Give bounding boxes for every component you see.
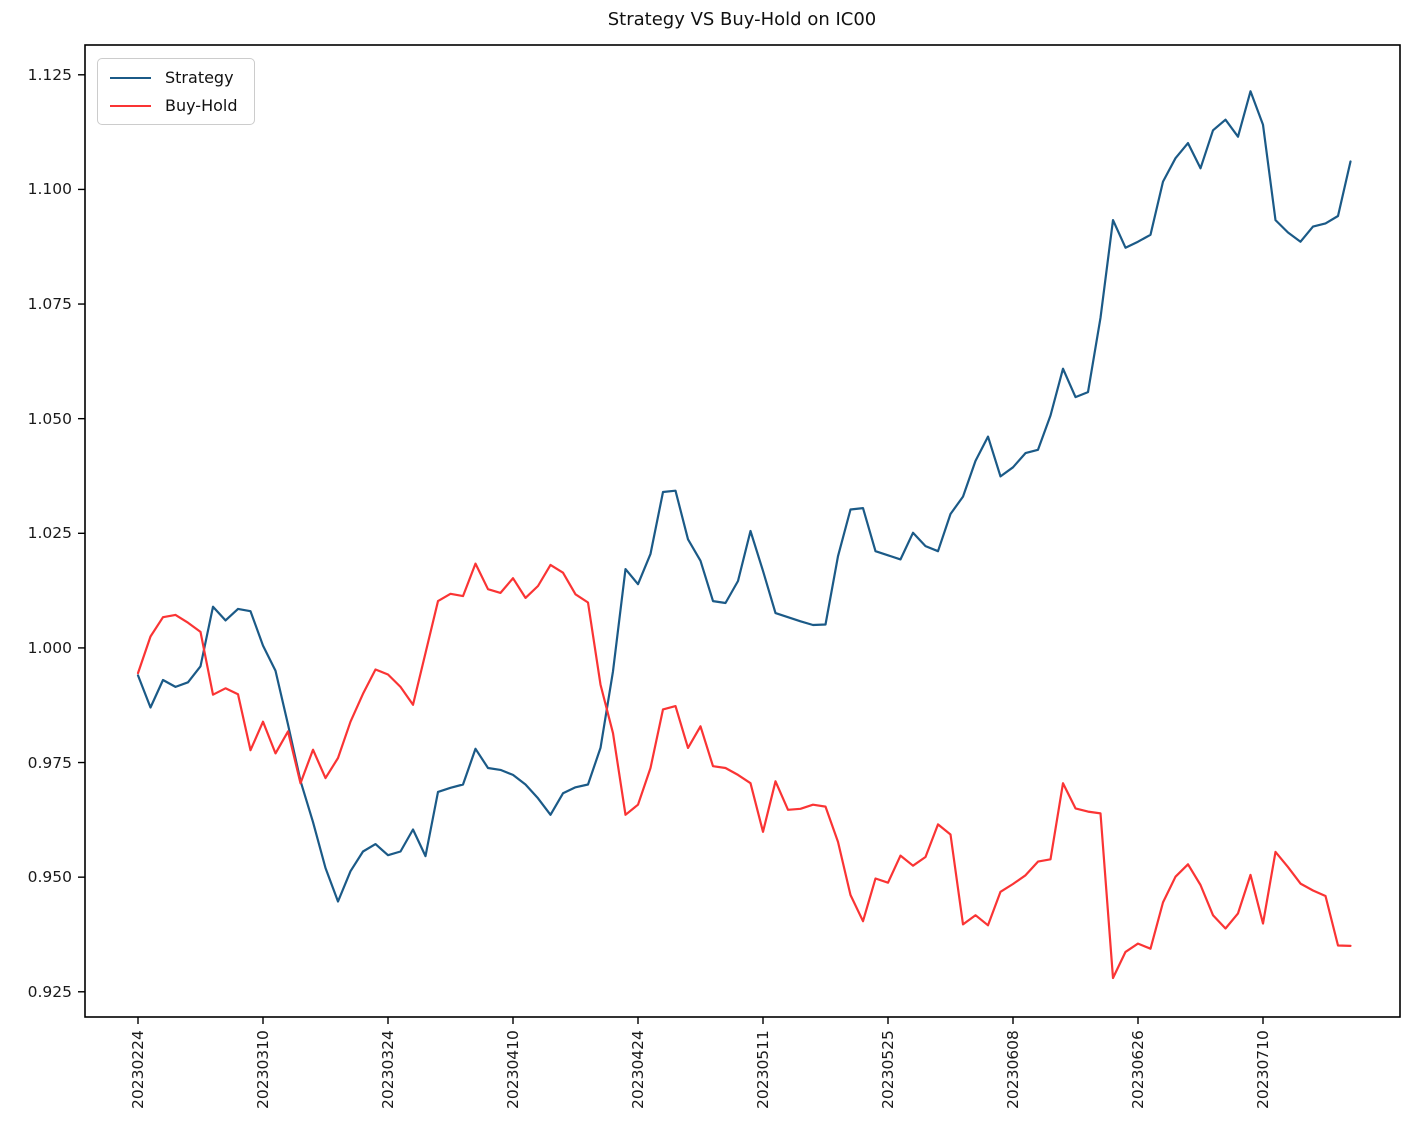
legend-label-buyhold: Buy-Hold xyxy=(165,96,238,115)
x-tick-label: 20230511 xyxy=(754,1030,772,1109)
y-tick-label: 1.000 xyxy=(27,639,72,657)
axis-ticks xyxy=(78,74,1264,1024)
strategy-line-swatch xyxy=(110,76,151,79)
buyhold-line xyxy=(136,562,1352,980)
y-tick-label: 1.100 xyxy=(27,180,72,198)
legend-item-buyhold: Buy-Hold xyxy=(110,96,238,115)
x-tick-label: 20230608 xyxy=(1004,1030,1022,1109)
x-tick-label: 20230626 xyxy=(1129,1030,1147,1109)
series-lines xyxy=(136,90,1352,980)
x-tick-label: 20230710 xyxy=(1254,1030,1272,1109)
chart-title: Strategy VS Buy-Hold on IC00 xyxy=(607,9,877,30)
legend-label-strategy: Strategy xyxy=(165,68,234,87)
y-tick-label: 1.125 xyxy=(27,66,72,84)
y-tick-label: 0.975 xyxy=(27,754,72,772)
y-tick-label: 1.050 xyxy=(27,410,72,428)
plot-spines xyxy=(84,44,1401,1018)
x-tick-label: 20230224 xyxy=(129,1030,147,1109)
legend-item-strategy: Strategy xyxy=(110,68,238,87)
y-tick-label: 1.075 xyxy=(27,295,72,313)
buyhold-line-swatch xyxy=(110,104,151,107)
y-tick-label: 0.925 xyxy=(27,983,72,1001)
x-tick-label: 20230525 xyxy=(879,1030,897,1109)
strategy-line xyxy=(136,90,1352,903)
x-tick-label: 20230424 xyxy=(629,1030,647,1109)
y-tick-label: 0.950 xyxy=(27,868,72,886)
x-tick-label: 20230410 xyxy=(504,1030,522,1109)
y-tick-label: 1.025 xyxy=(27,524,72,542)
legend: Strategy Buy-Hold xyxy=(97,58,255,125)
x-tick-label: 20230324 xyxy=(379,1030,397,1109)
x-tick-label: 20230310 xyxy=(254,1030,272,1109)
